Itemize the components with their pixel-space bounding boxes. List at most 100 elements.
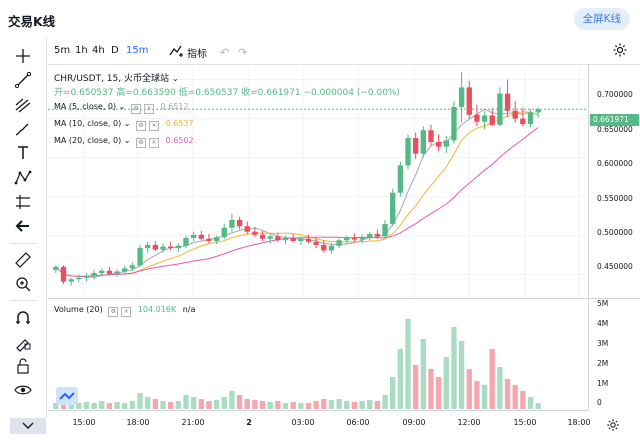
timeframe-5m[interactable]: 5m	[54, 45, 71, 56]
volume-bar	[236, 395, 243, 409]
candle-body	[290, 237, 296, 242]
drawing-toolbar	[0, 38, 47, 418]
chevron-down-icon[interactable]: ⌄	[171, 74, 179, 83]
brush-icon[interactable]	[13, 119, 33, 139]
candle-body	[129, 265, 136, 269]
trend-line-icon[interactable]	[13, 70, 33, 90]
volume-bar	[397, 349, 404, 409]
magnet-icon[interactable]	[13, 308, 33, 328]
time-tick: 09:00	[402, 418, 426, 427]
volume-bar	[298, 403, 304, 409]
close-icon[interactable]: ×	[143, 104, 154, 114]
candle-body	[229, 220, 235, 228]
axis-settings-gear-icon[interactable]	[606, 417, 620, 436]
ma-legend-5[interactable]: MA (5, close, 0) ⌄ ⚙ × 0.6512	[54, 102, 189, 114]
volume-bar	[152, 399, 159, 409]
chart-toolbar: 5m 1h 4h D 15m 指标 ↶ ↷	[48, 38, 640, 65]
text-icon[interactable]	[13, 143, 33, 163]
pattern-icon[interactable]	[13, 168, 33, 188]
candle-body	[198, 234, 204, 239]
price-chart[interactable]: CHR/USDT, 15, 火币全球站 ⌄ 开=0.650537 高=0.663…	[48, 64, 588, 298]
close-icon[interactable]: ×	[149, 138, 160, 148]
volume-bar	[252, 400, 258, 409]
settings-icon[interactable]: ⚙	[136, 121, 147, 131]
indicators-icon[interactable]	[169, 43, 185, 62]
volume-bar	[267, 402, 273, 409]
volume-tick: 0	[597, 398, 602, 407]
volume-bar	[535, 403, 541, 409]
back-arrow-icon[interactable]	[13, 216, 33, 236]
volume-bar	[489, 349, 495, 409]
candle-body	[451, 106, 457, 141]
volume-bar	[305, 403, 312, 409]
volume-tick: 2M	[597, 359, 609, 368]
volume-bar	[428, 369, 434, 409]
candle-body	[106, 270, 113, 274]
ruler-icon[interactable]	[13, 250, 33, 270]
change-value: −0.000004 (−0.00%)	[303, 88, 401, 98]
undo-icon[interactable]: ↶	[220, 46, 230, 59]
settings-icon[interactable]: ⚙	[136, 138, 147, 148]
volume-axis[interactable]: 5M 4M 3M 2M 1M 0	[588, 298, 640, 411]
volume-bar	[374, 401, 381, 409]
tradingview-logo-icon[interactable]	[56, 387, 78, 405]
volume-bars	[53, 319, 541, 409]
volume-legend[interactable]: Volume (20) ⚙ × 104.016K n/a	[54, 305, 195, 317]
volume-bar	[213, 400, 220, 409]
time-tick: 18:00	[126, 418, 150, 427]
crosshair-icon[interactable]	[13, 46, 33, 66]
candle-body	[83, 276, 90, 278]
timeframe-1h[interactable]: 1h	[75, 45, 88, 56]
unlock-icon[interactable]	[13, 356, 33, 376]
candle-body	[390, 192, 396, 224]
ma-legend-20[interactable]: MA (20, close, 0) ⌄ ⚙ × 0.6502	[54, 136, 194, 148]
lock-drawing-icon[interactable]	[13, 332, 33, 352]
price-tick: 0.550000	[597, 194, 633, 203]
candle-body	[190, 234, 197, 238]
volume-bar	[512, 385, 518, 409]
volume-bar	[504, 379, 511, 409]
candle-body	[183, 237, 189, 246]
time-tick: 15:00	[72, 418, 96, 427]
ma-line	[55, 127, 539, 277]
candle-body	[236, 220, 243, 227]
candle-body	[535, 109, 541, 113]
eye-icon[interactable]	[13, 380, 33, 400]
collapse-toolbar-button[interactable]	[10, 418, 46, 434]
volume-bar	[145, 397, 151, 409]
ma-legend-10[interactable]: MA (10, close, 0) ⌄ ⚙ × 0.6537	[54, 119, 194, 131]
time-tick: 06:00	[346, 418, 370, 427]
candle-body	[145, 244, 151, 249]
timeframe-4h[interactable]: 4h	[92, 45, 105, 56]
candle-body	[458, 87, 465, 107]
open-value: 开=0.650537	[54, 88, 114, 98]
close-icon[interactable]: ×	[149, 121, 160, 131]
price-axis[interactable]: 0.700000 0.650000 0.600000 0.550000 0.50…	[588, 64, 640, 298]
settings-icon[interactable]: ⚙	[108, 307, 119, 317]
close-icon[interactable]: ×	[121, 307, 132, 317]
settings-icon[interactable]: ⚙	[130, 104, 141, 114]
price-tick: 0.600000	[597, 159, 633, 168]
volume-bar	[83, 402, 90, 409]
symbol-title[interactable]: CHR/USDT, 15, 火币全球站	[54, 74, 169, 84]
volume-tick: 3M	[597, 339, 609, 348]
time-axis[interactable]: 15:00 18:00 21:00 2 03:00 06:00 09:00 12…	[48, 410, 591, 437]
volume-bar	[390, 377, 396, 409]
redo-icon[interactable]: ↷	[238, 46, 248, 59]
candle-body	[481, 115, 488, 122]
volume-bar	[91, 403, 97, 409]
candle-body	[397, 165, 404, 193]
volume-bar	[282, 403, 289, 409]
fullscreen-button[interactable]: 全屏K线	[573, 8, 630, 30]
volume-pane[interactable]: Volume (20) ⚙ × 104.016K n/a	[48, 298, 588, 411]
indicators-button[interactable]: 指标	[187, 49, 207, 60]
candle-body	[68, 279, 74, 282]
prediction-icon[interactable]	[13, 192, 33, 212]
zoom-in-icon[interactable]	[13, 274, 33, 294]
timeframe-15m[interactable]: 15m	[126, 45, 149, 56]
timeframe-d[interactable]: D	[111, 45, 119, 56]
volume-value: 104.016K	[137, 305, 177, 314]
pitchfork-icon[interactable]	[13, 95, 33, 115]
settings-gear-icon[interactable]	[612, 42, 628, 62]
candle-body	[137, 248, 143, 266]
